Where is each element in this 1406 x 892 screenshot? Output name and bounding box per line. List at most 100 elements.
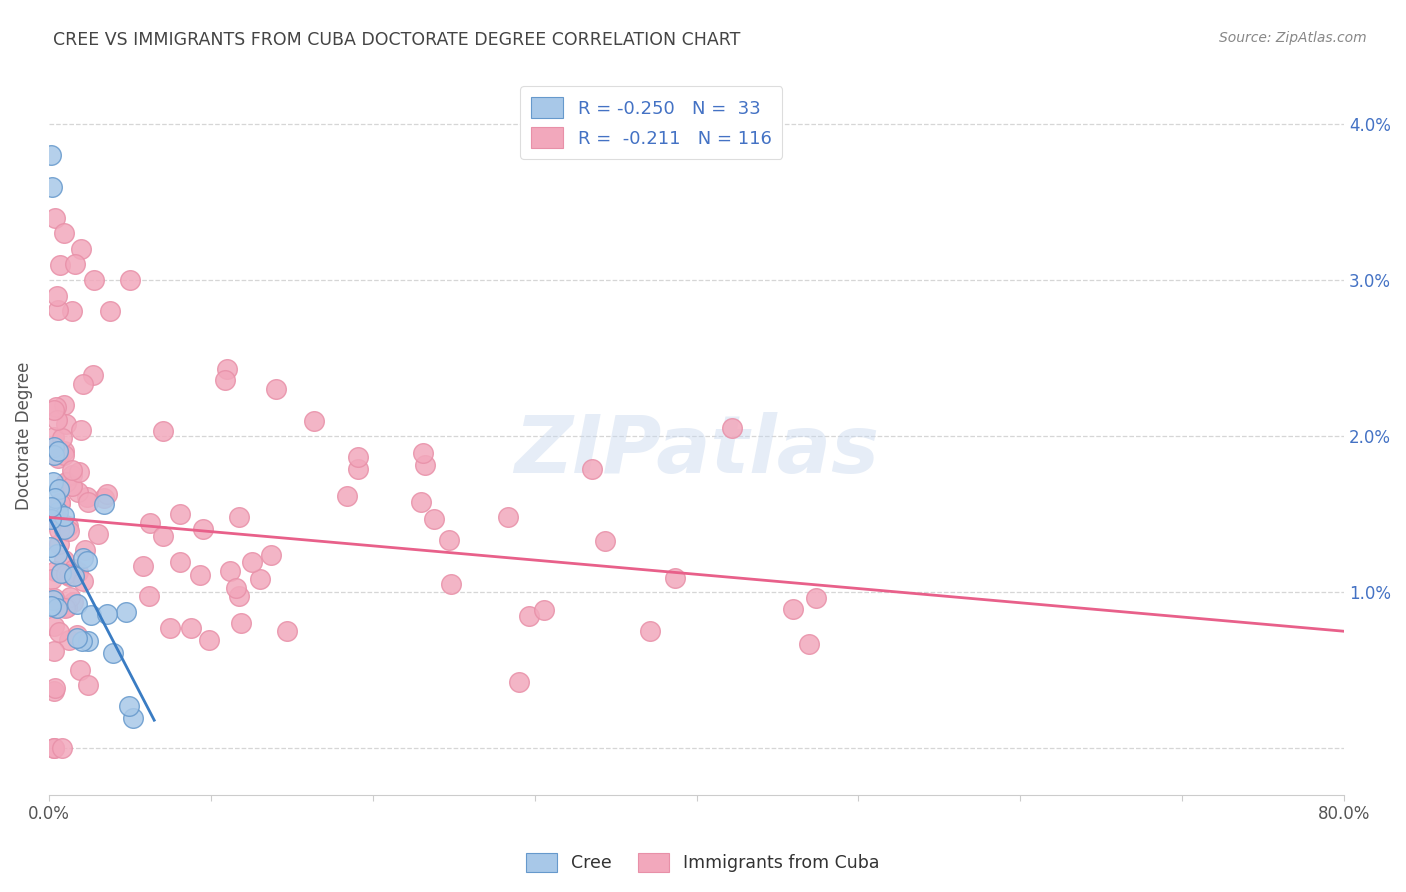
- Point: [70, 634, 93, 648]
- Point: [58, 524, 80, 539]
- Point: [215, 362, 238, 376]
- Point: [73, 542, 96, 557]
- Point: [409, 494, 432, 508]
- Point: [347, 450, 370, 464]
- Point: [60, 304, 83, 318]
- Point: [55, 417, 77, 431]
- Point: [48, 625, 70, 640]
- Point: [48, 495, 70, 509]
- Point: [46, 443, 69, 458]
- Point: [48, 537, 70, 551]
- Point: [496, 510, 519, 524]
- Point: [66, 597, 89, 611]
- Point: [664, 571, 686, 585]
- Point: [58, 569, 80, 583]
- Point: [214, 374, 236, 388]
- Point: [46, 451, 69, 466]
- Point: [335, 489, 357, 503]
- Point: [41, 572, 63, 586]
- Point: [517, 609, 540, 624]
- Point: [42, 618, 65, 632]
- Point: [229, 615, 252, 630]
- Point: [48, 514, 70, 528]
- Point: [55, 475, 77, 489]
- Point: [122, 711, 145, 725]
- Point: [638, 624, 661, 639]
- Point: [138, 589, 160, 603]
- Point: [96, 607, 118, 622]
- Point: [100, 304, 122, 318]
- Point: [115, 606, 138, 620]
- Point: [69, 664, 91, 678]
- Point: [55, 567, 77, 582]
- Point: [799, 637, 821, 651]
- Point: [66, 628, 89, 642]
- Legend: R = -0.250   N =  33, R =  -0.211   N = 116: R = -0.250 N = 33, R = -0.211 N = 116: [520, 87, 783, 159]
- Point: [412, 446, 434, 460]
- Point: [180, 621, 202, 635]
- Point: [260, 548, 283, 562]
- Point: [76, 553, 98, 567]
- Point: [276, 624, 298, 638]
- Point: [304, 415, 326, 429]
- Point: [66, 632, 89, 646]
- Point: [48, 505, 70, 519]
- Point: [118, 273, 141, 287]
- Point: [240, 555, 263, 569]
- Point: [52, 398, 75, 412]
- Point: [49, 258, 72, 272]
- Point: [169, 555, 191, 569]
- Point: [347, 461, 370, 475]
- Point: [62, 569, 84, 583]
- Point: [39, 500, 62, 515]
- Point: [52, 509, 75, 524]
- Point: [806, 591, 828, 606]
- Point: [77, 495, 100, 509]
- Text: CREE VS IMMIGRANTS FROM CUBA DOCTORATE DEGREE CORRELATION CHART: CREE VS IMMIGRANTS FROM CUBA DOCTORATE D…: [53, 31, 741, 49]
- Point: [53, 600, 76, 615]
- Point: [41, 179, 63, 194]
- Point: [53, 523, 76, 537]
- Point: [581, 462, 603, 476]
- Point: [45, 547, 67, 561]
- Point: [66, 484, 89, 499]
- Point: [76, 490, 98, 504]
- Point: [56, 518, 79, 533]
- Point: [93, 491, 115, 506]
- Point: [70, 242, 93, 256]
- Point: [93, 497, 115, 511]
- Point: [413, 458, 436, 472]
- Point: [44, 564, 66, 578]
- Point: [62, 595, 84, 609]
- Point: [49, 516, 72, 530]
- Text: ZIPatlas: ZIPatlas: [515, 411, 879, 490]
- Point: [44, 741, 66, 756]
- Point: [52, 443, 75, 458]
- Point: [228, 509, 250, 524]
- Point: [45, 400, 67, 414]
- Point: [83, 273, 105, 287]
- Point: [139, 516, 162, 530]
- Point: [782, 602, 804, 616]
- Point: [67, 465, 90, 479]
- Point: [39, 599, 62, 614]
- Point: [39, 148, 62, 162]
- Point: [58, 633, 80, 648]
- Point: [198, 632, 221, 647]
- Point: [44, 402, 66, 417]
- Point: [49, 566, 72, 580]
- Point: [55, 599, 77, 614]
- Point: [72, 574, 94, 588]
- Point: [228, 589, 250, 603]
- Point: [42, 448, 65, 462]
- Point: [721, 420, 744, 434]
- Point: [42, 644, 65, 658]
- Point: [132, 559, 155, 574]
- Legend: Cree, Immigrants from Cuba: Cree, Immigrants from Cuba: [519, 846, 887, 879]
- Point: [219, 564, 242, 578]
- Point: [59, 590, 82, 604]
- Point: [82, 368, 104, 383]
- Point: [39, 511, 62, 525]
- Point: [423, 512, 446, 526]
- Point: [42, 430, 65, 444]
